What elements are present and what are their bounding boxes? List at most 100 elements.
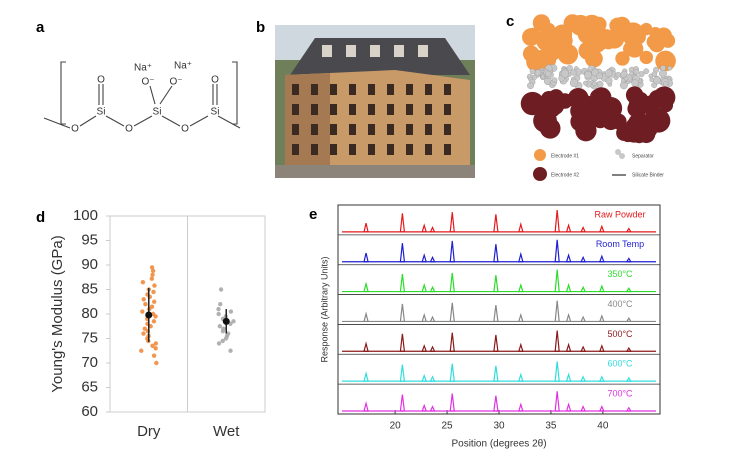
separator-particle bbox=[570, 69, 577, 76]
separator-particle bbox=[592, 81, 597, 86]
window bbox=[292, 124, 299, 135]
peak bbox=[421, 344, 428, 352]
peak bbox=[554, 330, 560, 352]
peak bbox=[399, 303, 406, 323]
x-tick-label: 30 bbox=[493, 421, 505, 432]
data-point bbox=[152, 283, 157, 288]
peak bbox=[429, 315, 436, 323]
peak bbox=[554, 269, 560, 293]
y-tick-label: 65 bbox=[81, 378, 98, 395]
x-tick-label: Dry bbox=[137, 423, 161, 440]
window bbox=[330, 84, 337, 95]
separator-particle bbox=[633, 68, 640, 75]
peak bbox=[554, 391, 560, 412]
separator-particle bbox=[540, 74, 546, 80]
peak bbox=[421, 403, 428, 412]
peak bbox=[449, 302, 455, 323]
separator-particle bbox=[527, 82, 534, 90]
window bbox=[387, 144, 394, 155]
y-axis-label: Response (Arbitrary Units) bbox=[319, 256, 329, 362]
peak bbox=[598, 405, 605, 412]
window bbox=[349, 104, 356, 115]
separator-particle bbox=[596, 72, 603, 80]
x-tick-label: 40 bbox=[597, 421, 609, 432]
peak bbox=[565, 223, 572, 233]
electrode-2-particle bbox=[536, 116, 554, 134]
dormer bbox=[370, 45, 380, 57]
panel-label: e bbox=[309, 206, 317, 223]
data-point bbox=[150, 343, 155, 349]
window bbox=[330, 124, 337, 135]
window bbox=[330, 104, 337, 115]
peak bbox=[565, 372, 572, 382]
peak bbox=[421, 253, 428, 263]
separator-particle bbox=[551, 77, 558, 83]
peak bbox=[580, 405, 587, 412]
data-point bbox=[150, 272, 155, 277]
x-axis-label: Position (degrees 2θ) bbox=[451, 439, 546, 450]
data-point bbox=[151, 319, 157, 324]
electrode-2-particle bbox=[570, 100, 591, 122]
peak bbox=[554, 239, 560, 263]
peak bbox=[625, 287, 632, 293]
separator-particle bbox=[584, 71, 592, 79]
window bbox=[425, 84, 432, 95]
peak bbox=[493, 244, 499, 263]
legend-label: Silicate Binder bbox=[632, 172, 664, 178]
atom-label: O bbox=[181, 124, 189, 135]
peak bbox=[518, 282, 524, 293]
data-point bbox=[141, 297, 146, 302]
electrode-2-particle bbox=[646, 108, 671, 133]
series-label: 500°C bbox=[607, 329, 633, 339]
peak bbox=[429, 405, 436, 412]
dormer bbox=[394, 45, 404, 57]
window bbox=[349, 84, 356, 95]
data-point bbox=[228, 309, 234, 314]
peak bbox=[493, 365, 499, 382]
window bbox=[387, 84, 394, 95]
battery-schematic: Electrode #1 Separator Electrode #2 Silicat… bbox=[520, 14, 676, 181]
peak bbox=[399, 274, 406, 293]
y-tick-label: 85 bbox=[81, 280, 98, 297]
peak bbox=[598, 284, 605, 293]
electrode-1-particle bbox=[590, 16, 607, 33]
peak bbox=[518, 251, 524, 263]
y-tick-label: 80 bbox=[81, 305, 98, 322]
legend-label: Electrode #2 bbox=[551, 172, 579, 178]
separator-particle bbox=[649, 77, 654, 82]
peak bbox=[493, 395, 499, 412]
panel-label: a bbox=[36, 19, 45, 36]
legend-label: Separator bbox=[632, 153, 654, 159]
peak bbox=[518, 402, 524, 412]
window bbox=[425, 144, 432, 155]
peak bbox=[598, 375, 605, 382]
separator-particle bbox=[660, 65, 666, 71]
data-point bbox=[151, 289, 156, 295]
peak bbox=[399, 243, 406, 263]
electrode-1-particle bbox=[537, 34, 554, 51]
electrode-1-particle bbox=[534, 17, 549, 32]
peak bbox=[429, 285, 436, 293]
electrode-1-particle bbox=[649, 26, 662, 40]
building-photo bbox=[275, 25, 475, 178]
separator-particle bbox=[631, 79, 639, 87]
series-label: Room Temp bbox=[596, 239, 644, 249]
series-label: 700°C bbox=[607, 389, 633, 399]
peak bbox=[429, 226, 436, 233]
window bbox=[444, 104, 451, 115]
mean-marker bbox=[145, 311, 153, 319]
peak bbox=[598, 314, 605, 323]
window bbox=[444, 124, 451, 135]
data-point bbox=[153, 314, 158, 319]
separator-particle bbox=[534, 69, 542, 76]
bond bbox=[43, 115, 241, 129]
data-point bbox=[220, 338, 225, 344]
window bbox=[292, 144, 299, 155]
peak bbox=[449, 240, 455, 263]
peak bbox=[421, 373, 428, 382]
data-point bbox=[218, 287, 224, 292]
atom-label: Si bbox=[211, 107, 220, 118]
electrode-1-particle bbox=[655, 50, 676, 72]
peak bbox=[554, 300, 560, 323]
window bbox=[406, 104, 413, 115]
